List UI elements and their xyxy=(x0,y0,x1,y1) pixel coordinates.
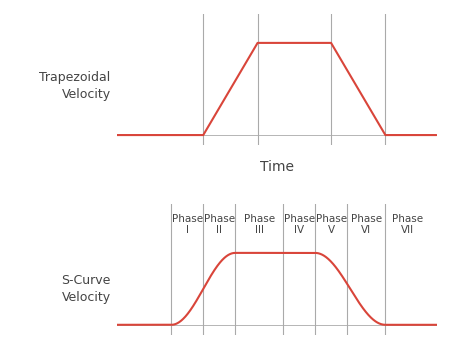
Text: Phase
III: Phase III xyxy=(243,214,275,235)
Text: Phase
VII: Phase VII xyxy=(392,214,423,235)
Text: Time: Time xyxy=(260,160,294,175)
Text: Phase
I: Phase I xyxy=(172,214,203,235)
Text: Phase
II: Phase II xyxy=(204,214,235,235)
Text: Phase
VI: Phase VI xyxy=(351,214,382,235)
Text: Trapezoidal
Velocity: Trapezoidal Velocity xyxy=(39,71,111,101)
Text: Phase
V: Phase V xyxy=(315,214,346,235)
Text: Phase
IV: Phase IV xyxy=(284,214,315,235)
Text: S-Curve
Velocity: S-Curve Velocity xyxy=(61,274,111,304)
